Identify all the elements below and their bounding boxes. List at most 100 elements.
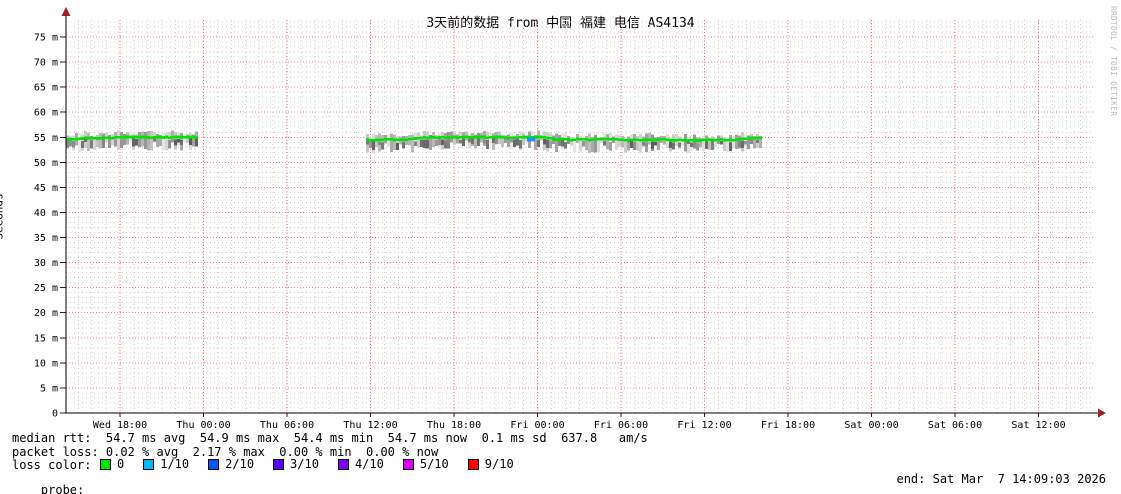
- loss-color-value: 9/10: [484, 457, 514, 471]
- median-line: [474, 135, 477, 139]
- smoke-band-dark: [567, 140, 570, 144]
- smoke-band-dark: [630, 140, 633, 149]
- median-line: [459, 135, 462, 139]
- x-tick-label: Sat 12:00: [1011, 420, 1065, 431]
- median-line: [93, 137, 96, 140]
- median-line: [684, 139, 687, 142]
- median-line: [423, 135, 426, 139]
- median-line: [570, 138, 573, 142]
- median-line: [672, 139, 675, 142]
- loss-color-item: 5/10: [402, 457, 449, 471]
- median-line: [585, 138, 588, 141]
- median-line: [372, 138, 375, 142]
- median-line: [744, 137, 747, 141]
- y-tick-label: 45 m: [34, 183, 58, 194]
- median-line: [390, 137, 393, 141]
- median-line: [708, 138, 711, 142]
- median-line: [174, 135, 177, 139]
- median-line: [180, 135, 183, 139]
- median-line: [678, 138, 681, 141]
- smoke-band: [732, 135, 735, 149]
- smoke-band: [429, 134, 432, 151]
- loss-color-swatch: [143, 458, 155, 470]
- median-line: [639, 139, 642, 142]
- smoke-band: [435, 135, 438, 144]
- median-line: [429, 135, 432, 139]
- median-line: [186, 135, 189, 139]
- loss-color-value: 5/10: [419, 457, 449, 471]
- median-line: [669, 139, 672, 142]
- loss-color-label: loss color:: [12, 457, 92, 472]
- smoke-band: [636, 135, 639, 151]
- median-line: [627, 139, 630, 142]
- loss-color-items: 0 1/10 2/10 3/10 4/10 5/10 9/10: [100, 458, 533, 472]
- median-line: [546, 136, 549, 140]
- median-line: [720, 138, 723, 141]
- median-line: [567, 138, 570, 141]
- packet-loss-stats: packet loss: 0.02 % avg 2.17 % max 0.00 …: [12, 445, 439, 459]
- median-line: [177, 135, 180, 139]
- smoke-band-dark: [609, 142, 612, 151]
- median-line: [525, 135, 528, 139]
- smoke-band-dark: [603, 140, 606, 146]
- end-timestamp: end: Sat Mar 7 14:09:03 2026: [896, 472, 1106, 486]
- loss-color-value: 1/10: [160, 457, 190, 471]
- median-line: [516, 136, 519, 140]
- median-line: [456, 136, 459, 139]
- smoke-band: [156, 134, 159, 148]
- loss-color-swatch: [337, 458, 349, 470]
- median-line: [726, 138, 729, 142]
- loss-point: [527, 137, 535, 142]
- median-line: [705, 139, 708, 142]
- smoke-band-dark: [114, 139, 117, 147]
- smoke-band: [606, 134, 609, 150]
- median-line: [501, 135, 504, 139]
- smoke-band: [564, 133, 567, 150]
- median-line: [636, 138, 639, 142]
- median-line: [612, 138, 615, 141]
- smoke-band-dark: [372, 141, 375, 150]
- median-line: [396, 138, 399, 142]
- median-line: [438, 136, 441, 139]
- smoke-band: [618, 135, 621, 147]
- smoke-band: [78, 133, 81, 152]
- median-line: [738, 138, 741, 141]
- median-line: [741, 137, 744, 141]
- median-line: [96, 137, 99, 140]
- median-line: [609, 137, 612, 141]
- median-line: [528, 135, 531, 139]
- median-line: [381, 138, 384, 141]
- y-tick-label: 40 m: [34, 208, 58, 219]
- median-line: [420, 136, 423, 140]
- smoke-band-dark: [195, 138, 198, 147]
- median-line: [579, 138, 582, 141]
- median-line: [630, 138, 633, 142]
- smoke-band: [126, 132, 129, 145]
- smoke-band-dark: [132, 138, 135, 147]
- median-line: [411, 137, 414, 141]
- smoke-band-dark: [549, 140, 552, 149]
- smoke-band-dark: [366, 140, 369, 145]
- median-line: [78, 137, 81, 141]
- rrdtool-watermark: RRDTOOL / TOBI OETIKER: [1109, 6, 1118, 117]
- loss-color-item: 9/10: [467, 457, 514, 471]
- smoke-band-dark: [711, 140, 714, 150]
- x-tick-label: Thu 12:00: [343, 420, 397, 431]
- smoke-band: [108, 135, 111, 148]
- smoke-band-dark: [369, 141, 372, 148]
- smoke-band-dark: [90, 140, 93, 149]
- smoke-band: [87, 132, 90, 152]
- median-line: [486, 136, 489, 139]
- smoke-band: [141, 131, 144, 147]
- smoke-band: [726, 136, 729, 153]
- median-line: [375, 138, 378, 142]
- median-line: [444, 136, 447, 140]
- median-line: [696, 139, 699, 142]
- median-line: [495, 135, 498, 139]
- median-line: [510, 136, 513, 140]
- smoke-band: [501, 134, 504, 148]
- median-line: [675, 138, 678, 142]
- smoke-band: [417, 132, 420, 148]
- median-line: [648, 138, 651, 141]
